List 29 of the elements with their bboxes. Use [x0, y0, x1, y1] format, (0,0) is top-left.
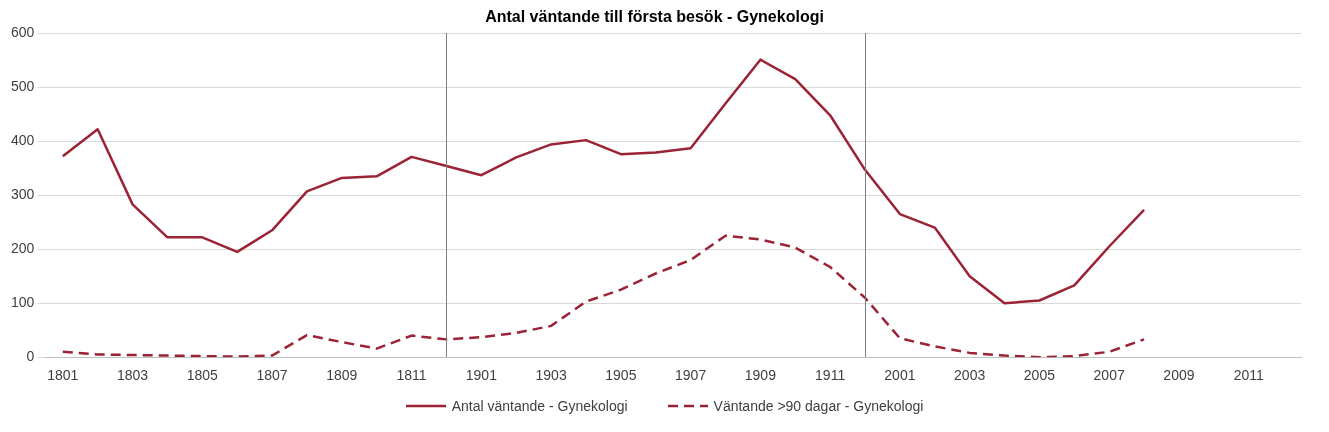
y-tick-label: 300 [11, 186, 35, 203]
x-tick-label: 2005 [1023, 367, 1056, 384]
chart-title: Antal väntande till första besök - Gynekologi [485, 8, 824, 26]
x-tick-label: 2011 [1233, 367, 1264, 384]
x-tick-label: 1907 [675, 367, 707, 384]
y-tick-label: 400 [11, 132, 35, 149]
legend-label: Antal väntande - Gynekologi [451, 398, 628, 414]
x-tick-label: 1911 [815, 367, 846, 384]
y-tick-label: 100 [11, 294, 35, 311]
x-tick-label: 1903 [535, 367, 567, 384]
x-tick-label: 1805 [186, 367, 219, 384]
x-tick-label: 2009 [1163, 367, 1195, 384]
legend-label: Väntande >90 dagar - Gynekologi [713, 398, 924, 414]
y-tick-label: 0 [26, 348, 35, 365]
x-tick-label: 2007 [1093, 367, 1125, 384]
y-tick-label: 600 [11, 24, 35, 41]
x-tick-label: 1811 [396, 367, 427, 384]
x-tick-label: 1909 [744, 367, 777, 384]
x-tick-label: 1803 [116, 367, 149, 384]
y-tick-label: 200 [11, 240, 35, 257]
x-tick-label: 1801 [47, 367, 79, 384]
x-tick-label: 2003 [954, 367, 986, 384]
x-tick-label: 1807 [256, 367, 288, 384]
x-tick-label: 1901 [465, 367, 498, 384]
line-series [61, 234, 1146, 358]
y-tick-label: 500 [11, 78, 35, 95]
x-tick-label: 1809 [326, 367, 358, 384]
x-tick-label: 2001 [884, 367, 916, 384]
x-tick-label: 1905 [605, 367, 637, 384]
